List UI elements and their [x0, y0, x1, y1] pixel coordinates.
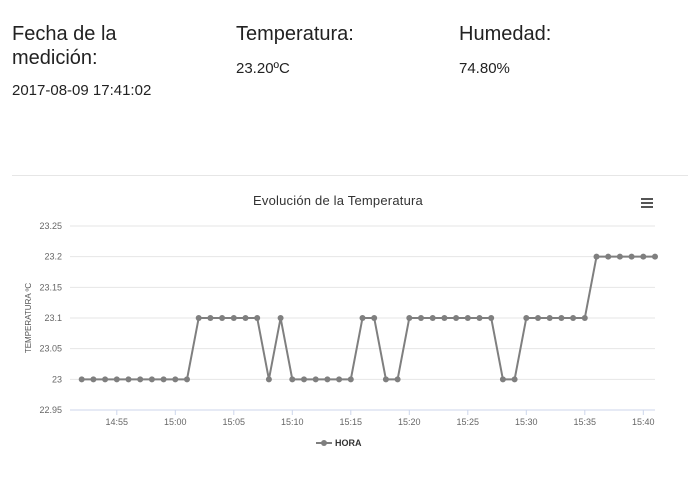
humedad-title: Humedad: [459, 23, 552, 45]
data-point [78, 376, 85, 383]
data-point [605, 253, 612, 260]
legend-label: HORA [335, 438, 362, 448]
fecha-title-line1: Fecha de la [12, 23, 117, 45]
humedad-value: 74.80% [459, 60, 510, 77]
data-point [277, 315, 284, 321]
data-point [546, 315, 553, 321]
x-tick-label: 15:10 [281, 417, 304, 427]
x-tick-label: 15:30 [515, 417, 538, 427]
y-tick-label: 23.1 [44, 313, 62, 323]
data-point [616, 253, 623, 260]
data-point [90, 376, 97, 383]
data-point [488, 315, 495, 321]
legend-marker [321, 440, 327, 446]
section-divider [12, 175, 688, 176]
x-tick-label: 15:35 [574, 417, 597, 427]
hamburger-menu-icon[interactable] [641, 198, 653, 208]
data-point [125, 376, 132, 383]
data-point [336, 376, 343, 383]
data-point [359, 315, 366, 321]
data-point [113, 376, 120, 383]
data-point [301, 376, 307, 383]
data-point [441, 315, 448, 321]
data-point [347, 376, 354, 383]
stat-temperatura: Temperatura: 23.20ºC [236, 22, 354, 78]
data-point [102, 376, 109, 383]
y-tick-label: 23.15 [39, 282, 62, 292]
y-tick-label: 22.95 [39, 405, 62, 415]
data-point [137, 376, 144, 383]
data-point [418, 315, 424, 321]
y-tick-label: 23 [52, 374, 62, 384]
y-tick-label: 23.2 [44, 252, 62, 262]
data-point [324, 376, 331, 383]
temperatura-value: 23.20ºC [236, 60, 290, 77]
data-point [511, 376, 518, 383]
data-point [195, 315, 202, 321]
x-tick-label: 14:55 [106, 417, 129, 427]
x-tick-label: 15:00 [164, 417, 187, 427]
data-point [429, 315, 436, 321]
data-point [652, 253, 658, 260]
temperatura-title: Temperatura: [236, 23, 354, 45]
data-point [628, 253, 635, 260]
data-point [640, 253, 647, 260]
fecha-value: 2017-08-09 17:41:02 [12, 82, 152, 99]
data-point [242, 315, 249, 321]
data-point [593, 253, 600, 260]
data-point [464, 315, 471, 321]
x-tick-label: 15:05 [223, 417, 246, 427]
stat-fecha: Fecha de la medición: 2017-08-09 17:41:0… [12, 22, 212, 100]
data-point [581, 315, 588, 321]
x-tick-label: 15:25 [457, 417, 480, 427]
data-point [476, 315, 483, 321]
x-tick-label: 15:20 [398, 417, 421, 427]
data-point [394, 376, 401, 383]
fecha-title: Fecha de la medición: [12, 22, 212, 70]
chart-title: Evolución de la Temperatura [253, 193, 423, 208]
data-point [148, 376, 155, 383]
data-point [219, 315, 226, 321]
x-tick-label: 15:40 [632, 417, 655, 427]
data-point [312, 376, 319, 383]
data-point [499, 376, 506, 383]
data-point [382, 376, 389, 383]
data-point [265, 376, 272, 383]
data-point [172, 376, 179, 383]
data-point [254, 315, 261, 321]
y-tick-label: 23.25 [39, 221, 62, 231]
data-point [570, 315, 577, 321]
data-point [230, 315, 237, 321]
y-axis-label: TEMPERATURA ºC [24, 283, 33, 354]
data-point [184, 376, 190, 383]
data-point [535, 315, 541, 321]
data-point [523, 315, 530, 321]
fecha-title-line2: medición: [12, 47, 98, 69]
y-tick-label: 23.05 [39, 344, 62, 354]
data-point [558, 315, 565, 321]
data-point [453, 315, 460, 321]
x-tick-label: 15:15 [340, 417, 363, 427]
data-point [207, 315, 214, 321]
data-point [160, 376, 167, 383]
data-point [289, 376, 296, 383]
data-point [371, 315, 378, 321]
data-point [406, 315, 413, 321]
stat-humedad: Humedad: 74.80% [459, 22, 551, 78]
